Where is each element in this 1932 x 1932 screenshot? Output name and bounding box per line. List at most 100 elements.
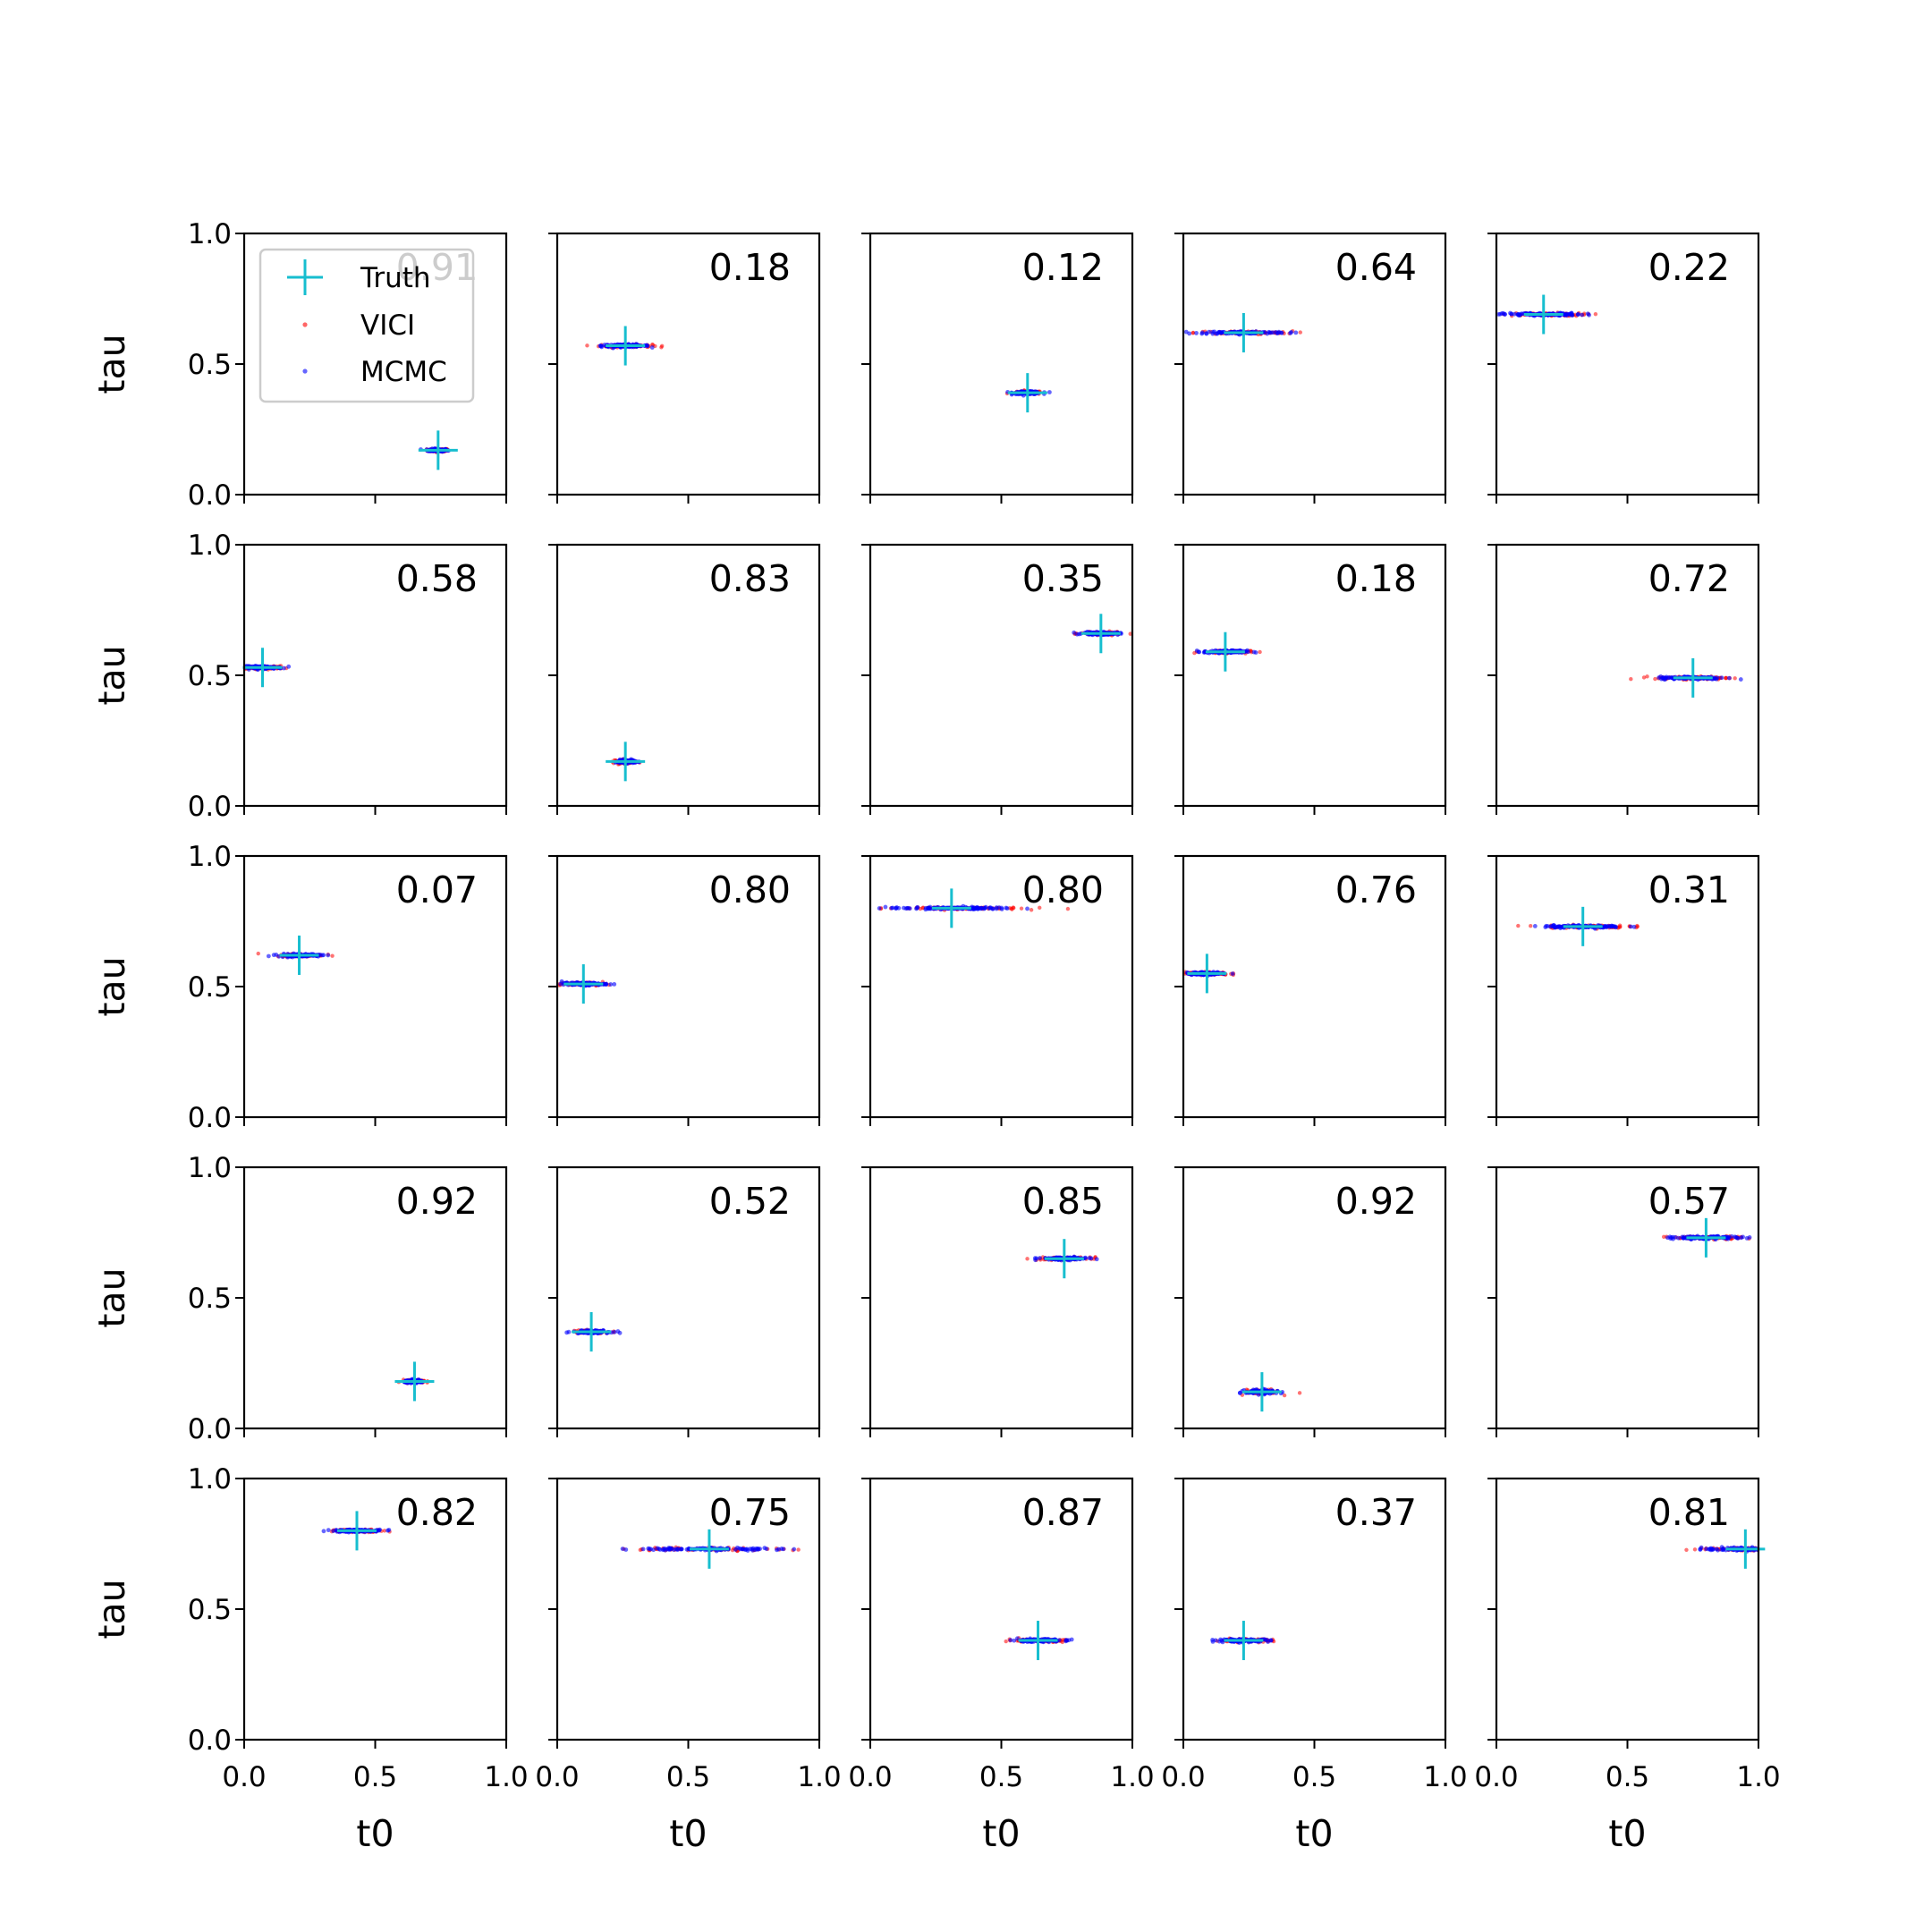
panel-label: 0.31 xyxy=(1648,869,1730,911)
mcmc-point xyxy=(646,1546,651,1551)
vici-point xyxy=(1593,311,1598,317)
mcmc-point xyxy=(1520,311,1525,317)
mcmc-point xyxy=(1230,971,1235,976)
vici-point xyxy=(1065,906,1071,911)
vici-point xyxy=(1025,1257,1030,1261)
mcmc-point xyxy=(1034,1256,1039,1261)
mcmc-point xyxy=(1726,1235,1732,1241)
panel-label: 0.92 xyxy=(396,1180,478,1223)
panel-label: 0.07 xyxy=(396,869,478,911)
mcmc-point xyxy=(1569,311,1573,317)
mcmc-point xyxy=(1276,329,1282,335)
vici-point xyxy=(796,1547,801,1552)
mcmc-point xyxy=(649,345,655,350)
y-axis-label: tau xyxy=(90,1267,133,1327)
mcmc-point xyxy=(377,1528,382,1533)
mcmc-point xyxy=(1265,331,1270,336)
vici-point xyxy=(1019,906,1024,911)
y-tick-label: 1.0 xyxy=(188,530,232,562)
y-tick-label: 1.0 xyxy=(188,1463,232,1496)
mcmc-point xyxy=(617,1330,623,1335)
mcmc-point xyxy=(1575,312,1580,317)
y-tick-label: 0.0 xyxy=(188,791,232,823)
vici-point xyxy=(1298,330,1302,335)
x-tick-label: 0.5 xyxy=(666,1761,710,1793)
mcmc-legend-marker xyxy=(302,369,308,374)
mcmc-point xyxy=(1047,390,1052,394)
mcmc-point xyxy=(987,906,992,911)
mcmc-point xyxy=(663,1547,668,1553)
y-axis-label: tau xyxy=(90,645,133,705)
y-axis-label: tau xyxy=(90,1579,133,1639)
panel-grid: 0.00.51.00.91tau0.180.120.640.220.00.51.… xyxy=(90,218,1781,1855)
panel-label: 0.81 xyxy=(1648,1491,1730,1534)
mcmc-point xyxy=(1631,924,1637,929)
panel-label: 0.80 xyxy=(1022,869,1104,911)
vici-point xyxy=(585,343,589,348)
mcmc-point xyxy=(996,905,1002,910)
vici-point xyxy=(1692,1547,1698,1552)
y-tick-label: 0.0 xyxy=(188,479,232,512)
x-tick-label: 1.0 xyxy=(1423,1761,1467,1793)
mcmc-point xyxy=(1012,1638,1017,1643)
mcmc-point xyxy=(915,904,920,910)
vici-point xyxy=(1661,1234,1666,1239)
x-tick-label: 0.0 xyxy=(535,1761,579,1793)
vici-point xyxy=(382,1529,387,1533)
panel: 0.18 xyxy=(548,232,821,504)
mcmc-point xyxy=(1199,331,1205,336)
legend-label: Truth xyxy=(360,262,431,294)
vici-point xyxy=(1641,675,1647,680)
panel: 0.83 xyxy=(548,543,821,815)
vici-point xyxy=(256,951,260,956)
panel-label: 0.58 xyxy=(396,557,478,600)
mcmc-point xyxy=(1499,310,1504,316)
mcmc-point xyxy=(1587,312,1591,318)
mcmc-point xyxy=(281,665,286,671)
mcmc-point xyxy=(640,1546,646,1552)
mcmc-point xyxy=(926,906,931,911)
vici-point xyxy=(1528,924,1533,928)
mcmc-point xyxy=(1194,331,1199,335)
x-tick-label: 0.5 xyxy=(1292,1761,1336,1793)
panel-label: 0.35 xyxy=(1022,557,1104,600)
mcmc-point xyxy=(1676,1235,1681,1241)
mcmc-point xyxy=(889,905,894,911)
vici-point xyxy=(1684,1547,1689,1552)
mcmc-point xyxy=(883,904,888,910)
y-tick-label: 0.0 xyxy=(188,1413,232,1445)
x-axis-label: t0 xyxy=(982,1812,1020,1855)
panel-label: 0.76 xyxy=(1335,869,1417,911)
x-tick-label: 0.5 xyxy=(1606,1761,1649,1793)
mcmc-point xyxy=(1219,1638,1224,1643)
mcmc-point xyxy=(781,1546,786,1552)
x-tick-label: 0.0 xyxy=(1161,1761,1205,1793)
mcmc-point xyxy=(266,953,271,959)
mcmc-point xyxy=(1532,924,1538,928)
x-tick-label: 0.0 xyxy=(222,1761,266,1793)
vici-point xyxy=(1297,1391,1302,1395)
mcmc-point xyxy=(657,1547,663,1552)
mcmc-point xyxy=(1719,675,1724,681)
mcmc-point xyxy=(1563,312,1568,318)
vici-point xyxy=(1282,1393,1287,1398)
mcmc-point xyxy=(1726,675,1732,681)
panel-label: 0.80 xyxy=(709,869,791,911)
mcmc-point xyxy=(386,1528,392,1532)
y-tick-label: 0.0 xyxy=(188,1724,232,1757)
mcmc-point xyxy=(1612,924,1617,929)
y-axis-label: tau xyxy=(90,334,133,394)
mcmc-point xyxy=(564,1330,570,1335)
vici-point xyxy=(1653,676,1657,682)
mcmc-point xyxy=(1698,1547,1703,1552)
legend-label: MCMC xyxy=(360,356,447,388)
mcmc-point xyxy=(1094,1257,1099,1262)
mcmc-point xyxy=(1289,329,1294,335)
x-tick-label: 1.0 xyxy=(797,1761,841,1793)
